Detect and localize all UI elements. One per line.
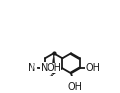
- Text: N: N: [30, 63, 37, 72]
- Text: N: N: [41, 63, 48, 73]
- Text: OH: OH: [85, 63, 100, 73]
- Text: OH: OH: [67, 82, 82, 92]
- Text: OH: OH: [46, 63, 61, 73]
- Text: N: N: [28, 63, 35, 73]
- Polygon shape: [52, 53, 55, 64]
